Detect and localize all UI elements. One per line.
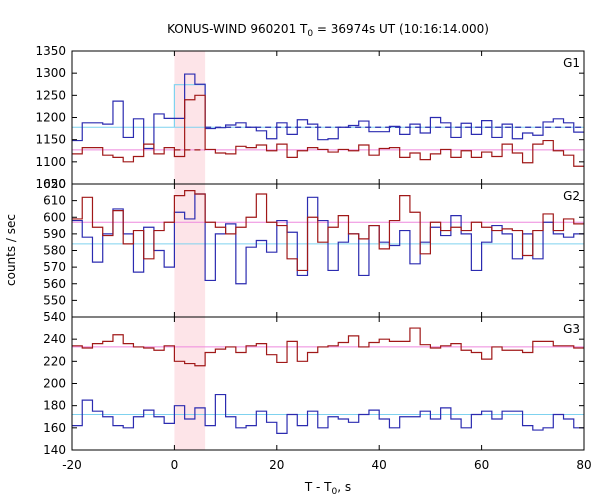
y-tick-label: 560 — [43, 277, 66, 291]
x-tick-label: 40 — [372, 458, 387, 472]
y-tick-label: 180 — [43, 399, 66, 413]
y-tick-label: 540 — [43, 310, 66, 324]
panel-label-g3: G3 — [563, 322, 580, 336]
y-tick-label: 1300 — [35, 66, 66, 80]
series-red-g3 — [72, 327, 584, 367]
y-tick-label: 1100 — [35, 155, 66, 169]
x-tick-label: 0 — [171, 458, 179, 472]
series-red-g1 — [72, 94, 584, 167]
series-blue-g2 — [72, 193, 584, 285]
x-tick-label: 80 — [576, 458, 591, 472]
panel-frame — [71, 316, 585, 451]
panel-label-g1: G1 — [563, 56, 580, 70]
y-tick-label: 550 — [43, 293, 66, 307]
y-tick-label: 600 — [43, 210, 66, 224]
y-tick-label: 620 — [43, 177, 66, 191]
y-tick-label: 220 — [43, 354, 66, 368]
trigger-interval-highlight — [174, 51, 206, 450]
panel-g1: 1050 1100 1150 1200 1250 1300 1350 G1 — [35, 44, 585, 191]
y-tick-label: 610 — [43, 194, 66, 208]
x-tick-label: 20 — [269, 458, 284, 472]
y-tick-label: 1150 — [35, 133, 66, 147]
y-tick-label: 240 — [43, 332, 66, 346]
panel-frame — [71, 50, 585, 185]
panel-g2: 540 550 560 570 580 590 600 610 620 G2 — [43, 177, 585, 324]
x-axis-label: T - T0, s — [304, 480, 351, 497]
series-blue-g1 — [72, 73, 584, 150]
series-red-g2 — [72, 190, 584, 272]
y-tick-label: 1350 — [35, 44, 66, 58]
y-tick-label: 200 — [43, 377, 66, 391]
y-tick-label: 580 — [43, 244, 66, 258]
x-tick-label: 60 — [474, 458, 489, 472]
y-tick-label: 140 — [43, 443, 66, 457]
panel-label-g2: G2 — [563, 189, 580, 203]
series-blue-g3 — [72, 393, 584, 434]
panel-g3: 140 160 180 200 220 240 G3 — [43, 316, 585, 457]
plot-area: 1050110011501200125013001350G15405505605… — [35, 44, 591, 472]
y-tick-label: 570 — [43, 260, 66, 274]
y-tick-label: 160 — [43, 421, 66, 435]
chart-title: KONUS-WIND 960201 T0 = 36974s UT (10:16:… — [167, 22, 489, 39]
y-tick-label: 1200 — [35, 111, 66, 125]
y-axis-label: counts / sec — [4, 214, 18, 286]
y-tick-label: 590 — [43, 227, 66, 241]
x-tick-label: -20 — [62, 458, 82, 472]
y-tick-label: 1050 — [35, 177, 66, 191]
y-tick-label: 1250 — [35, 88, 66, 102]
